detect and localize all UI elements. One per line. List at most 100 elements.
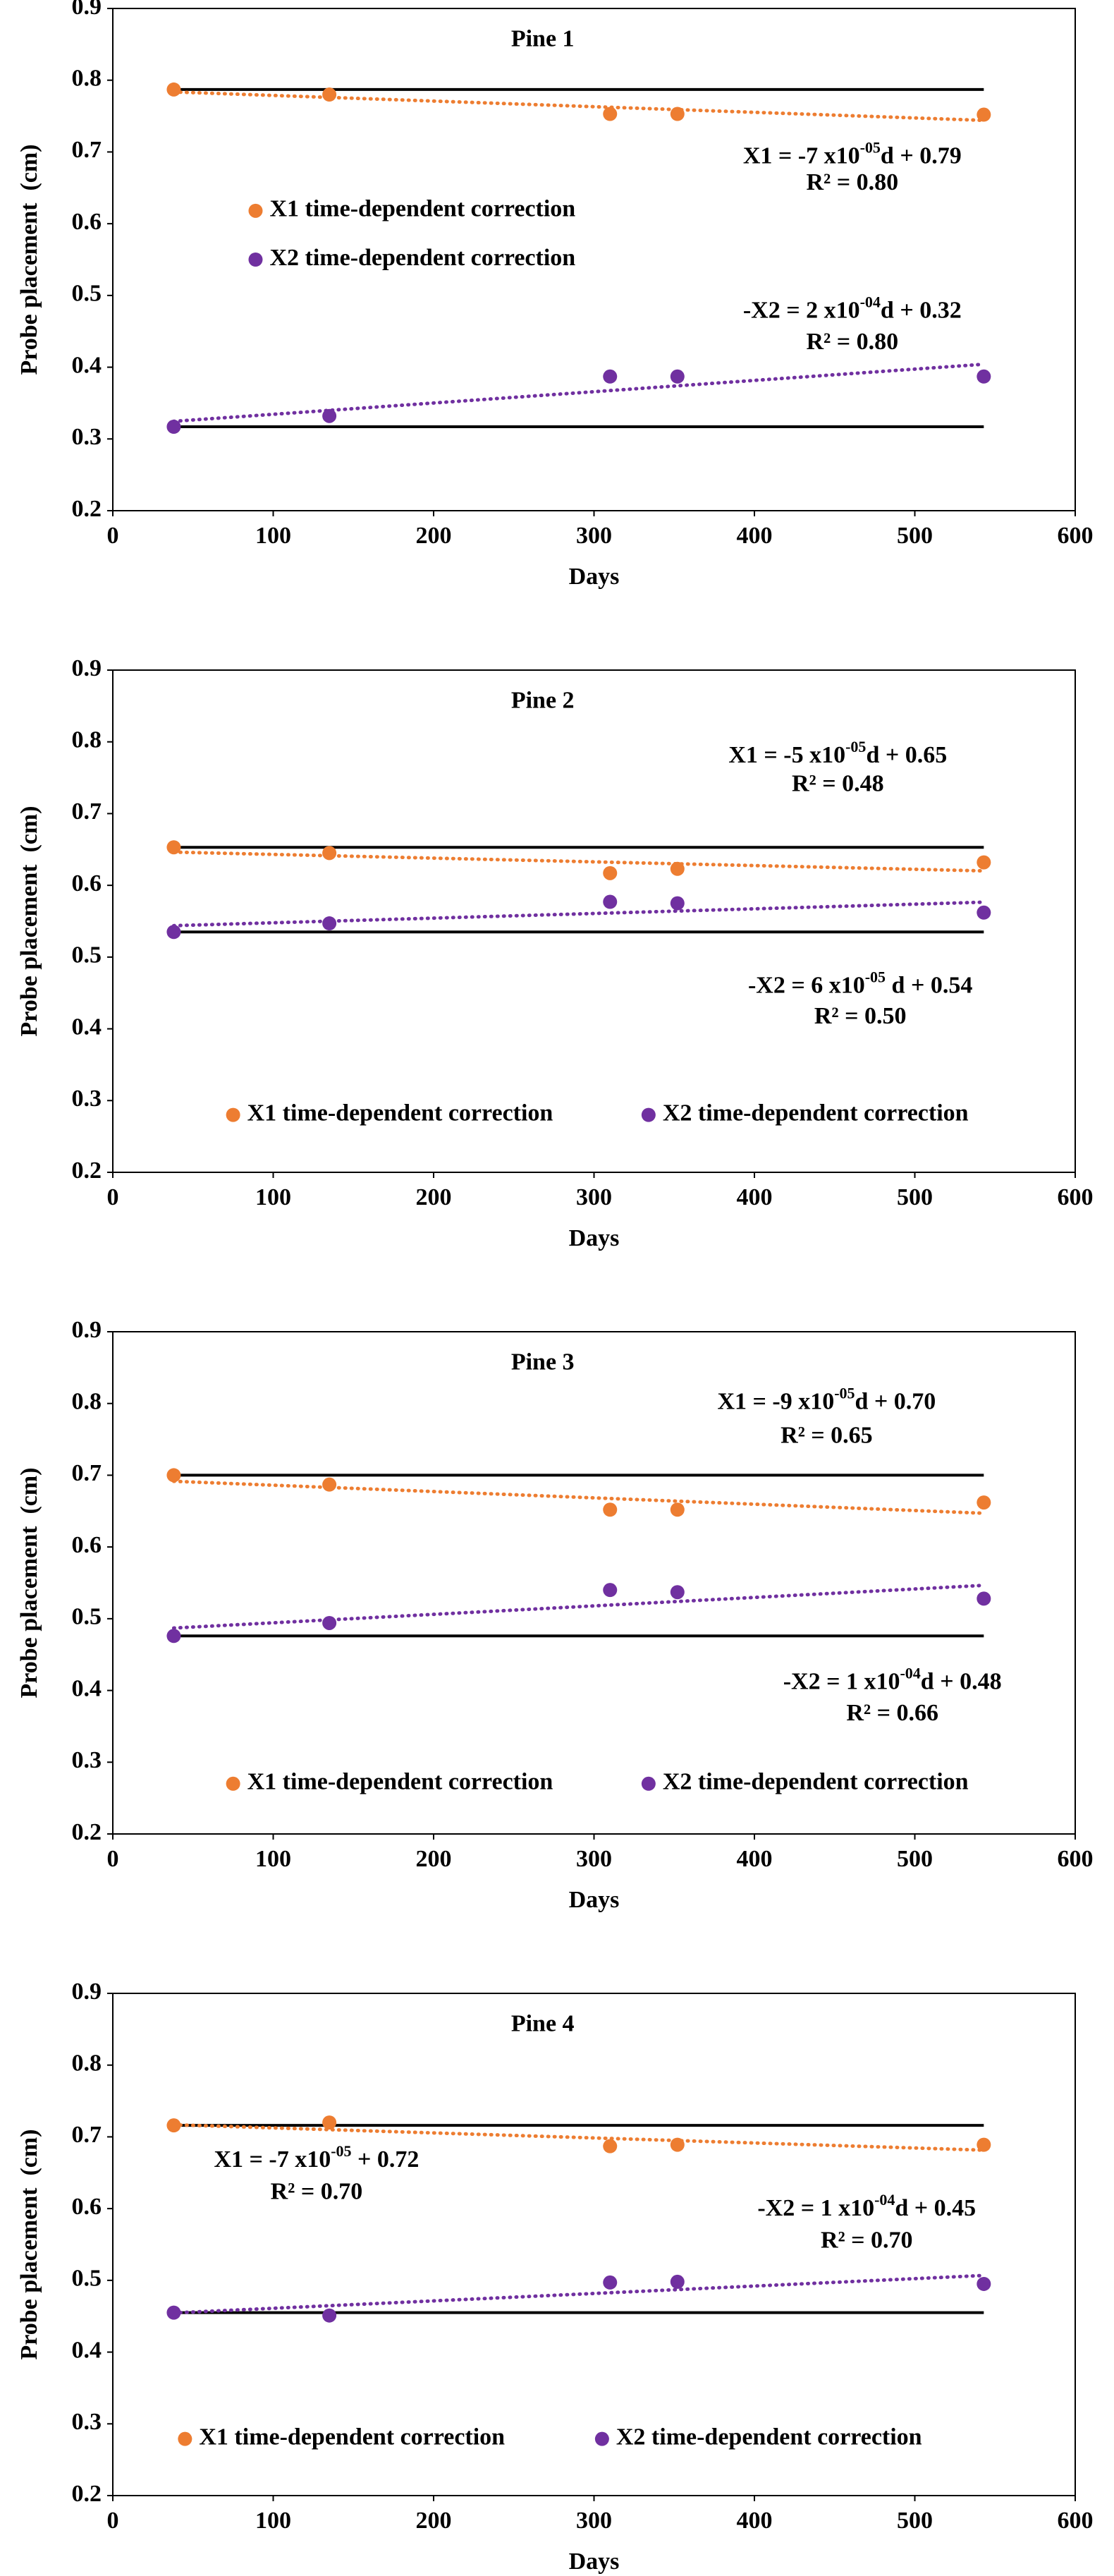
x-tick-label: 300 (576, 1846, 612, 1872)
equation-exponent: -05 (845, 738, 866, 755)
y-tick-label: 0.7 (72, 2122, 102, 2148)
r-squared: R² = 0.65 (781, 1422, 873, 1448)
y-tick-label: 0.8 (72, 2051, 102, 2077)
legend-label: X1 time-dependent correction (247, 1769, 553, 1795)
r-squared: R² = 0.80 (806, 169, 898, 195)
trendline (171, 2122, 986, 2152)
data-point (603, 865, 618, 880)
y-tick-label: 0.3 (72, 1086, 102, 1112)
x-tick-label: 500 (897, 1184, 933, 1210)
x-tick-label: 300 (576, 2508, 612, 2534)
data-point (166, 1629, 181, 1644)
x-tick-label: 500 (897, 2508, 933, 2534)
y-tick-label: 0.9 (72, 1979, 102, 2005)
y-tick-label: 0.6 (72, 870, 102, 897)
x-tick-label: 0 (107, 1846, 119, 1872)
x-tick-label: 200 (416, 1846, 452, 1872)
data-point (322, 916, 337, 931)
data-point (977, 905, 991, 920)
data-point (322, 1615, 337, 1630)
legend-label: X2 time-dependent correction (663, 1769, 969, 1795)
x-tick-label: 600 (1058, 523, 1094, 549)
y-tick-label: 0.2 (72, 1158, 102, 1184)
y-tick-label: 0.9 (72, 0, 102, 20)
equation-part: X1 = -7 x10 (214, 2146, 331, 2173)
data-point (670, 1502, 685, 1517)
y-axis-label: Probe placement (cm) (16, 2130, 42, 2360)
x-tick-label: 500 (897, 1846, 933, 1872)
legend-marker (226, 1776, 240, 1791)
equation-part: -X2 = 1 x10 (783, 1668, 900, 1694)
legend-label: X1 time-dependent correction (199, 2424, 505, 2450)
y-tick-label: 0.5 (72, 2266, 102, 2292)
equation-part: -X2 = 1 x10 (757, 2195, 874, 2221)
data-point (670, 861, 685, 876)
data-point (166, 82, 181, 97)
equation-part: d + 0.54 (886, 972, 972, 998)
y-tick-label: 0.4 (72, 1675, 102, 1701)
legend-label: X1 time-dependent correction (247, 1100, 553, 1126)
data-point (603, 894, 618, 909)
y-tick-label: 0.5 (72, 281, 102, 307)
r-squared: R² = 0.70 (821, 2228, 913, 2254)
y-tick-label: 0.2 (72, 496, 102, 522)
y-tick-label: 0.9 (72, 655, 102, 681)
legend-label: X1 time-dependent correction (269, 196, 575, 222)
chart-panel: 0.2 0.3 0.4 0.5 0.6 0.7 0.8 0.9 0 100 200 300 400 500… (16, 0, 1094, 590)
data-point (166, 2118, 181, 2133)
data-point (670, 107, 685, 121)
equation-exponent: -04 (874, 2191, 895, 2209)
plot-area (112, 1993, 1076, 2496)
data-point (166, 925, 181, 940)
chart-title: Pine 2 (511, 688, 575, 714)
equation: -X2 = 1 x10-04d + 0.45 (757, 2191, 976, 2221)
equation: X1 = -7 x10-05d + 0.79 (743, 138, 962, 169)
trendline (171, 362, 986, 423)
chart-title: Pine 3 (511, 1349, 575, 1375)
data-point (977, 2137, 991, 2152)
chart-panel: 0.2 0.3 0.4 0.5 0.6 0.7 0.8 0.9 0 100 200 300 400 500… (16, 1979, 1094, 2575)
legend-marker (641, 1776, 656, 1791)
y-axis-label: Probe placement (cm) (16, 806, 42, 1037)
legend-label: X2 time-dependent correction (269, 245, 575, 271)
data-point (977, 1495, 991, 1510)
x-tick-label: 300 (576, 1184, 612, 1210)
y-tick-label: 0.8 (72, 727, 102, 753)
trendline (171, 850, 986, 873)
y-tick-label: 0.3 (72, 2409, 102, 2435)
data-point (322, 2308, 337, 2323)
y-tick-label: 0.4 (72, 1014, 102, 1040)
data-point (322, 1477, 337, 1492)
data-point (322, 408, 337, 423)
equation-part: X1 = -9 x10 (717, 1389, 834, 1415)
x-tick-label: 400 (737, 2508, 773, 2534)
equation: -X2 = 6 x10-05 d + 0.54 (748, 968, 972, 998)
equation-exponent: -04 (900, 1664, 920, 1682)
data-point (977, 369, 991, 384)
y-tick-label: 0.5 (72, 942, 102, 968)
equation-exponent: -05 (865, 968, 886, 985)
x-tick-label: 200 (416, 1184, 452, 1210)
y-tick-label: 0.3 (72, 424, 102, 450)
equation-part: d + 0.70 (855, 1389, 936, 1415)
equation: X1 = -7 x10-05 + 0.72 (214, 2142, 419, 2173)
data-point (977, 107, 991, 122)
x-tick-label: 100 (255, 1184, 291, 1210)
data-point (603, 1502, 618, 1517)
x-axis-label: Days (569, 564, 620, 590)
y-tick-label: 0.3 (72, 1747, 102, 1773)
data-point (670, 896, 685, 911)
data-point (166, 2305, 181, 2320)
data-point (977, 2276, 991, 2291)
data-point (670, 2274, 685, 2289)
x-tick-label: 200 (416, 523, 452, 549)
y-tick-label: 0.6 (72, 1532, 102, 1558)
y-tick-label: 0.4 (72, 2337, 102, 2363)
legend-marker (226, 1107, 240, 1122)
chart-title: Pine 4 (511, 2011, 575, 2037)
x-tick-label: 400 (737, 1184, 773, 1210)
data-point (603, 2139, 618, 2153)
data-point (670, 1585, 685, 1600)
y-tick-label: 0.2 (72, 1819, 102, 1845)
equation-exponent: -04 (860, 293, 881, 310)
